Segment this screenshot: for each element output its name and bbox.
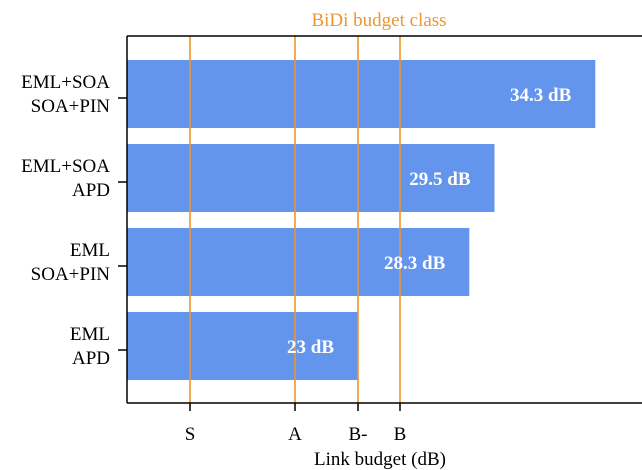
y-tick-label: EML [70,240,110,261]
bar [127,228,470,296]
x-tick-label: S [185,424,196,445]
y-tick-label: SOA+PIN [31,264,111,285]
y-tick-label: EML [70,324,110,345]
y-tick-label: APD [72,348,110,369]
data-label: 34.3 dB [510,85,572,106]
y-tick-label: APD [72,180,110,201]
x-tick-label: B [394,424,407,445]
chart-title: BiDi budget class [311,10,446,31]
x-axis-label: Link budget (dB) [314,449,446,470]
x-tick-label: A [288,424,302,445]
data-label: 29.5 dB [409,169,471,190]
data-label: 23 dB [287,337,334,358]
bar [127,60,596,128]
data-label: 28.3 dB [384,253,446,274]
y-tick-label: SOA+PIN [31,96,111,117]
ticks-group [118,97,401,411]
x-tick-label: B- [349,424,368,445]
budget-class-lines [189,36,401,403]
labels-group: S A B- B 34.3 dB 29.5 dB 28.3 dB 23 dB EML+SOA SO… [21,72,571,445]
axes [126,35,642,404]
y-tick-label: EML+SOA [21,156,110,177]
y-tick-label: EML+SOA [21,72,110,93]
bar [127,312,358,380]
bars-group [127,60,596,380]
bar [127,144,495,212]
